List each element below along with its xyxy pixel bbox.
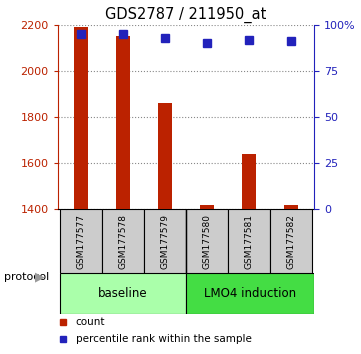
Text: GSM177581: GSM177581 xyxy=(244,213,253,269)
Text: GSM177582: GSM177582 xyxy=(287,213,295,269)
Bar xyxy=(60,273,186,314)
Text: GSM177579: GSM177579 xyxy=(160,213,169,269)
Text: GSM177578: GSM177578 xyxy=(118,213,127,269)
Text: GSM177580: GSM177580 xyxy=(203,213,212,269)
Bar xyxy=(186,209,228,273)
Title: GDS2787 / 211950_at: GDS2787 / 211950_at xyxy=(105,7,267,23)
Text: count: count xyxy=(76,317,105,327)
Bar xyxy=(284,205,298,209)
Bar xyxy=(186,273,314,314)
Text: baseline: baseline xyxy=(98,287,148,300)
Bar xyxy=(242,154,256,209)
Bar xyxy=(102,209,144,273)
Bar xyxy=(60,209,102,273)
Bar xyxy=(228,209,270,273)
Bar xyxy=(144,209,186,273)
Text: LMO4 induction: LMO4 induction xyxy=(204,287,296,300)
Text: ▶: ▶ xyxy=(35,270,45,283)
Text: percentile rank within the sample: percentile rank within the sample xyxy=(76,333,252,344)
Bar xyxy=(74,27,88,209)
Bar xyxy=(116,36,130,209)
Text: GSM177577: GSM177577 xyxy=(77,213,85,269)
Bar xyxy=(270,209,312,273)
Bar xyxy=(157,103,172,209)
Text: protocol: protocol xyxy=(4,272,49,282)
Bar xyxy=(200,205,214,209)
